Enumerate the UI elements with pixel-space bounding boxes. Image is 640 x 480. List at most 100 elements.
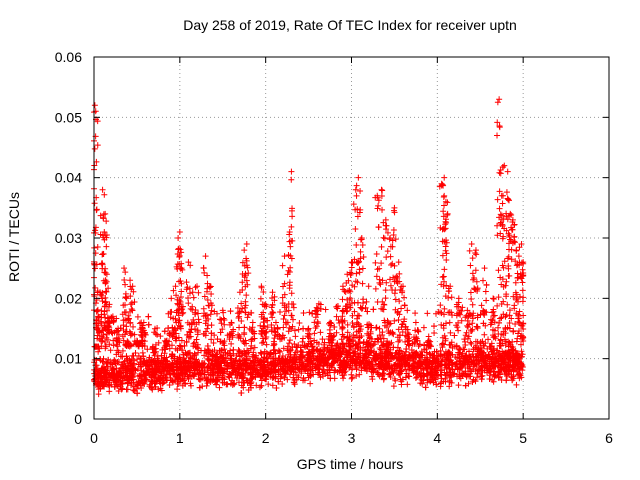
data-point — [382, 295, 389, 302]
data-point — [315, 341, 322, 348]
data-point — [496, 319, 503, 326]
data-point — [335, 344, 342, 351]
data-point — [333, 303, 340, 310]
data-point — [313, 356, 320, 363]
data-point — [130, 323, 137, 330]
data-point — [435, 362, 442, 369]
data-point — [374, 205, 381, 212]
data-point — [346, 287, 353, 294]
data-point — [103, 218, 110, 225]
data-point — [433, 348, 440, 355]
data-point — [100, 214, 107, 221]
data-point — [198, 370, 205, 377]
data-point — [193, 356, 200, 363]
data-point — [280, 315, 287, 322]
data-point — [94, 306, 101, 313]
data-point — [277, 308, 284, 315]
data-point — [271, 297, 278, 304]
data-point — [333, 313, 340, 320]
data-point — [283, 308, 290, 315]
data-point — [506, 320, 513, 327]
data-point — [443, 256, 450, 263]
data-point — [184, 365, 191, 372]
data-point — [242, 270, 249, 277]
data-point — [122, 269, 129, 276]
data-point — [238, 300, 245, 307]
data-point — [364, 366, 371, 373]
data-point — [235, 346, 242, 353]
data-point — [313, 355, 320, 362]
data-point — [307, 366, 314, 373]
data-point — [382, 287, 389, 294]
data-point — [386, 371, 393, 378]
data-point — [510, 373, 517, 380]
data-point — [469, 378, 476, 385]
data-point — [247, 380, 254, 387]
data-point — [191, 360, 198, 367]
data-point — [102, 288, 109, 295]
data-point — [224, 359, 231, 366]
data-point — [255, 369, 262, 376]
data-point — [288, 223, 295, 230]
data-point — [503, 278, 510, 285]
data-point — [380, 376, 387, 383]
data-point — [373, 273, 380, 280]
data-point — [295, 374, 302, 381]
data-point — [241, 340, 248, 347]
data-point — [376, 276, 383, 283]
data-point — [519, 298, 526, 305]
data-point — [185, 360, 192, 367]
data-point — [100, 382, 107, 389]
data-point — [268, 321, 275, 328]
data-point — [374, 339, 381, 346]
data-point — [205, 356, 212, 363]
data-point — [364, 308, 371, 315]
data-point — [442, 375, 449, 382]
data-point — [161, 328, 168, 335]
data-point — [353, 242, 360, 249]
data-point — [402, 332, 409, 339]
data-point — [288, 237, 295, 244]
data-point — [92, 284, 99, 291]
data-point — [305, 355, 312, 362]
data-point — [426, 358, 433, 365]
data-point — [267, 349, 274, 356]
data-point — [386, 371, 393, 378]
data-point — [99, 338, 106, 345]
data-point — [261, 301, 268, 308]
data-point — [377, 346, 384, 353]
data-point — [299, 360, 306, 367]
data-point — [289, 213, 296, 220]
data-point — [339, 323, 346, 330]
data-point — [105, 326, 112, 333]
data-point — [451, 332, 458, 339]
data-point — [207, 370, 214, 377]
data-point — [508, 364, 515, 371]
data-point — [106, 388, 113, 395]
data-point — [357, 344, 364, 351]
data-point — [381, 322, 388, 329]
data-point — [378, 260, 385, 267]
data-point — [103, 360, 110, 367]
data-point — [370, 341, 377, 348]
data-point — [231, 361, 238, 368]
data-point — [111, 383, 118, 390]
data-point — [197, 370, 204, 377]
data-point — [381, 317, 388, 324]
data-point — [511, 353, 518, 360]
data-point — [99, 261, 106, 268]
data-point — [372, 285, 379, 292]
data-point — [375, 202, 382, 209]
data-point — [102, 232, 109, 239]
data-point — [268, 311, 275, 318]
data-point — [314, 369, 321, 376]
data-point — [503, 377, 510, 384]
data-point — [387, 370, 394, 377]
data-point — [359, 280, 366, 287]
data-point — [509, 377, 516, 384]
data-point — [121, 265, 128, 272]
data-point — [118, 386, 125, 393]
data-point — [182, 349, 189, 356]
data-point — [470, 366, 477, 373]
data-point — [320, 373, 327, 380]
